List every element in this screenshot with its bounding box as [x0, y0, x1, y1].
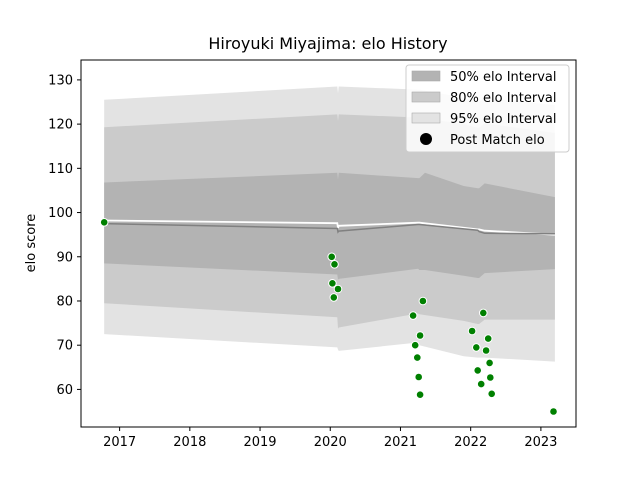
- data-point-1: [327, 252, 337, 262]
- x-tick-label-2021: 2021: [384, 435, 417, 450]
- legend-label-95-elo-interval: 95% elo Interval: [450, 112, 557, 127]
- data-point-16: [476, 379, 486, 389]
- line-median: [104, 222, 555, 235]
- chart-title: Hiroyuki Miyajima: elo History: [208, 34, 447, 53]
- y-tick-label-120: 120: [48, 118, 73, 133]
- legend-label-80-elo-interval: 80% elo Interval: [450, 91, 557, 106]
- data-point-19: [483, 334, 493, 343]
- data-point-8: [415, 331, 425, 340]
- legend-swatch-95-elo-interval: [411, 112, 441, 124]
- data-point-21: [486, 373, 495, 382]
- data-point-12: [415, 390, 425, 400]
- x-tick-label-2022: 2022: [454, 435, 487, 450]
- data-point-10: [413, 353, 422, 362]
- legend-swatch-50-elo-interval: [411, 70, 441, 82]
- data-point-20: [485, 358, 494, 368]
- y-axis-label: elo score: [24, 214, 39, 273]
- data-point-2: [330, 260, 339, 269]
- y-tick-label-130: 130: [48, 73, 73, 88]
- legend-swatch-post-match-elo: [420, 133, 432, 145]
- x-tick-label-2020: 2020: [314, 435, 347, 450]
- legend-box: [405, 64, 570, 153]
- legend-swatch-80-elo-interval: [411, 91, 441, 103]
- data-point-7: [418, 296, 428, 306]
- data-point-9: [410, 340, 420, 350]
- legend: 50% elo Interval 80% elo Interval 95% elo …: [405, 64, 570, 153]
- y-tick-label-70: 70: [56, 339, 73, 354]
- legend-label-post-match-elo: Post Match elo: [450, 133, 545, 148]
- data-point-4: [333, 284, 343, 294]
- y-tick-label-90: 90: [56, 250, 73, 265]
- data-point-5: [329, 293, 339, 302]
- data-point-11: [414, 372, 424, 382]
- data-point-15: [473, 366, 483, 375]
- data-point-23: [549, 407, 558, 416]
- elo-lines: [104, 219, 555, 236]
- line-mean: [104, 219, 555, 236]
- band-50-elo-interval: [104, 172, 555, 280]
- x-tick-label-2023: 2023: [524, 435, 557, 450]
- data-point-18: [481, 346, 491, 355]
- data-point-6: [408, 311, 418, 320]
- axes: 2017 2018 2019 2020 2021 2022 2023 60 70 80 90 100 1…: [48, 59, 577, 450]
- data-point-13: [467, 326, 477, 336]
- x-tick-label-2017: 2017: [103, 435, 136, 450]
- x-tick-label-2019: 2019: [243, 435, 276, 450]
- interval-bands: [104, 86, 555, 362]
- data-point-17: [479, 308, 488, 318]
- data-point-0: [99, 218, 109, 227]
- y-tick-label-100: 100: [48, 206, 73, 221]
- legend-label-50-elo-interval: 50% elo Interval: [450, 70, 557, 85]
- data-point-22: [487, 389, 497, 399]
- y-tick-label-80: 80: [56, 294, 73, 309]
- data-point-3: [328, 279, 337, 288]
- x-tick-label-2018: 2018: [173, 435, 206, 450]
- data-point-14: [472, 343, 481, 352]
- plot-frame: [80, 59, 577, 428]
- y-tick-label-60: 60: [56, 383, 73, 398]
- post-match-points: [99, 218, 558, 416]
- y-tick-label-110: 110: [48, 162, 73, 177]
